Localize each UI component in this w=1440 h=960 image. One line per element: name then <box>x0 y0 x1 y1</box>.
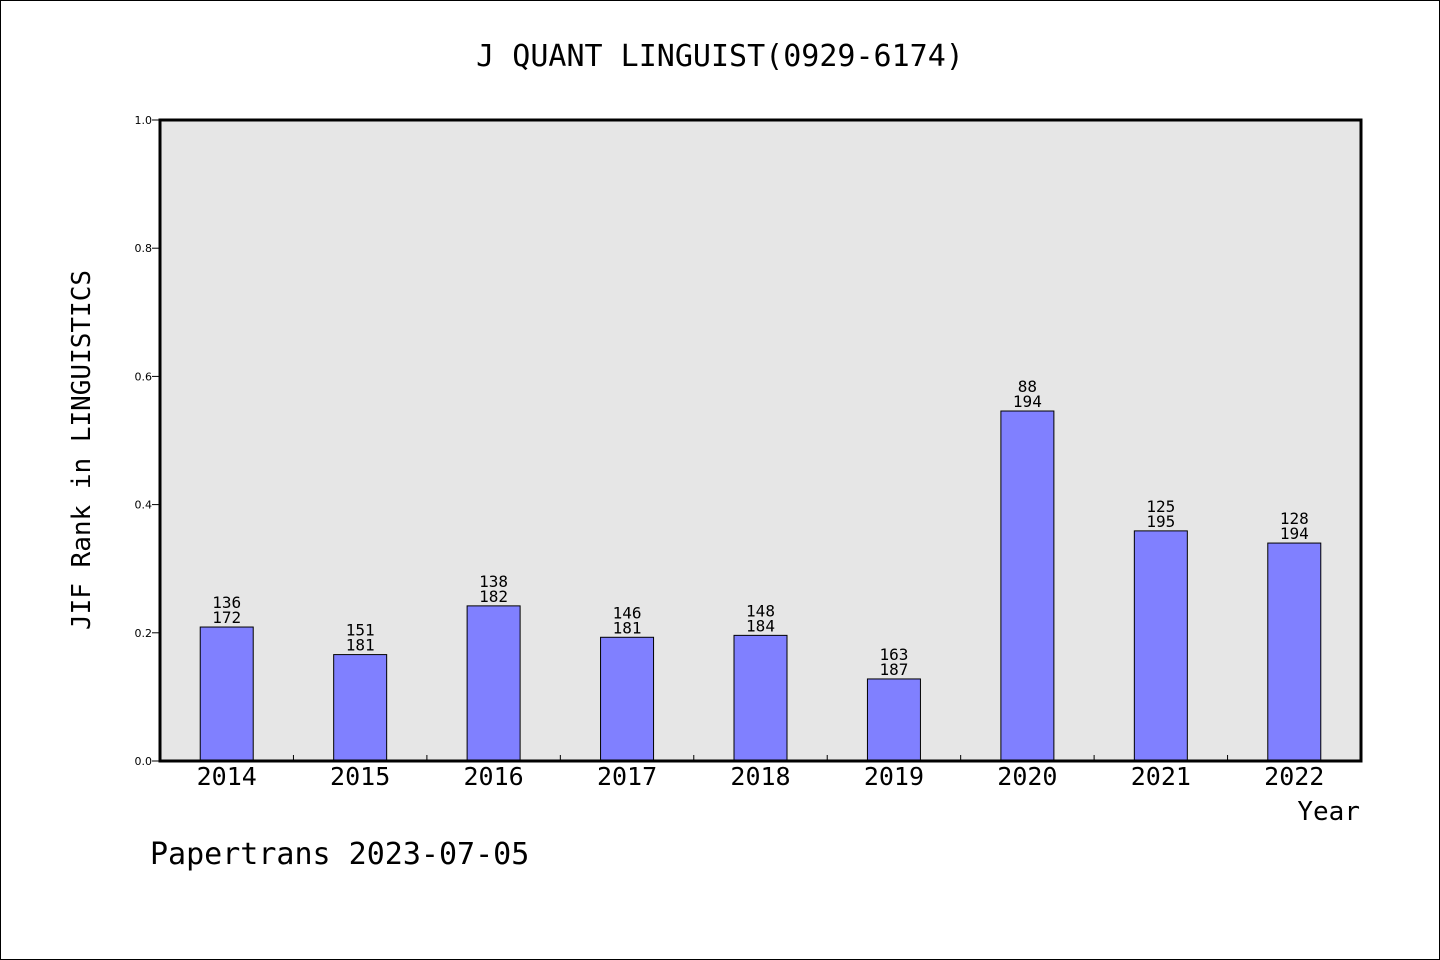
bar <box>866 678 921 762</box>
y-tick-label: 0.8 <box>135 242 153 255</box>
x-tick-label: 2022 <box>1264 762 1324 791</box>
y-tick-label: 0.0 <box>135 755 153 768</box>
bar-rank-label: 148 <box>746 601 775 620</box>
bar <box>600 636 655 762</box>
y-axis: 0.0 0.2 0.4 0.6 0.8 1.0 <box>135 114 160 768</box>
bar-total-label: 172 <box>212 608 241 627</box>
bar-total-label: 181 <box>613 618 642 637</box>
x-tick-label: 2020 <box>997 762 1057 791</box>
bar-total-label: 194 <box>1013 392 1042 411</box>
x-axis: 2014 2015 2016 2017 2018 2019 2020 2021 2022 <box>197 755 1324 791</box>
bar <box>199 626 254 762</box>
plot-border <box>158 118 1363 763</box>
bar <box>333 654 388 762</box>
y-tick-label: 0.4 <box>135 499 153 512</box>
x-tick-label: 2015 <box>330 762 390 791</box>
bars: 1361721511811381821461811481841631878819… <box>199 377 1322 762</box>
y-tick-label: 0.2 <box>135 627 153 640</box>
bar-total-label: 194 <box>1280 524 1309 543</box>
bar-rank-label: 138 <box>479 572 508 591</box>
y-tick-label: 1.0 <box>135 114 153 127</box>
y-tick-label: 0.6 <box>135 370 153 383</box>
bar-rank-label: 88 <box>1018 377 1037 396</box>
bar-rank-label: 163 <box>879 645 908 664</box>
x-tick-label: 2021 <box>1131 762 1191 791</box>
bar <box>1267 542 1322 762</box>
bar-total-label: 184 <box>746 616 775 635</box>
footer-text: Papertrans 2023-07-05 <box>150 837 529 872</box>
chart-title: J QUANT LINGUIST(0929-6174) <box>476 39 964 74</box>
bar-rank-label: 136 <box>212 593 241 612</box>
bar-total-label: 195 <box>1146 512 1175 531</box>
bar <box>733 634 788 762</box>
y-axis-label: JIF Rank in LINGUISTICS <box>67 270 97 630</box>
x-tick-label: 2016 <box>464 762 524 791</box>
x-tick-label: 2019 <box>864 762 924 791</box>
bar-total-label: 187 <box>879 660 908 679</box>
bar-rank-label: 128 <box>1280 509 1309 528</box>
bar-total-label: 182 <box>479 587 508 606</box>
x-tick-label: 2018 <box>730 762 790 791</box>
bar-rank-label: 125 <box>1146 497 1175 516</box>
bar <box>1133 530 1188 762</box>
bar-rank-label: 146 <box>613 603 642 622</box>
bar <box>1000 410 1055 762</box>
x-tick-label: 2014 <box>197 762 257 791</box>
x-tick-label: 2017 <box>597 762 657 791</box>
bar-total-label: 181 <box>346 636 375 655</box>
bar <box>466 605 521 762</box>
bar-rank-label: 151 <box>346 621 375 640</box>
x-axis-label: Year <box>1297 797 1360 827</box>
